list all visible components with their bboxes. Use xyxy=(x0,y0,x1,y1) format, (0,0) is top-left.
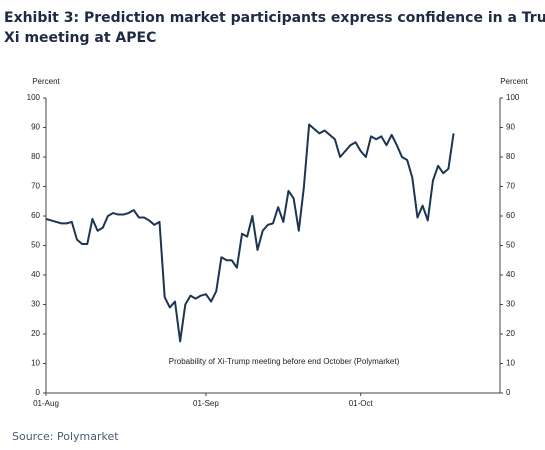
y2-tick-label: 40 xyxy=(506,270,515,279)
y-tick-label: 20 xyxy=(31,329,40,338)
y-axis-label: Percent xyxy=(32,77,60,86)
y2-tick-label: 20 xyxy=(506,329,515,338)
y-tick-label: 90 xyxy=(31,123,40,132)
y2-tick-label: 50 xyxy=(506,241,515,250)
x-tick-label: 01-Oct xyxy=(349,399,374,408)
y2-axis-label: Percent xyxy=(500,77,528,86)
y-tick-label: 50 xyxy=(31,241,40,250)
y2-tick-label: 80 xyxy=(506,152,515,161)
y2-tick-label: 60 xyxy=(506,211,515,220)
source: Source: Polymarket xyxy=(12,430,119,443)
y-tick-label: 30 xyxy=(31,300,40,309)
y2-tick-label: 90 xyxy=(506,123,515,132)
y-tick-label: 100 xyxy=(27,93,41,102)
y-tick-label: 70 xyxy=(31,182,40,191)
chart-title: Exhibit 3: Prediction market participant… xyxy=(4,10,545,46)
y2-tick-label: 0 xyxy=(506,388,511,397)
y2-tick-label: 70 xyxy=(506,182,515,191)
y-tick-label: 40 xyxy=(31,270,40,279)
y2-tick-label: 100 xyxy=(506,93,520,102)
annotation: Probability of Xi-Trump meeting before e… xyxy=(169,357,400,366)
y-tick-label: 0 xyxy=(36,388,41,397)
x-tick-label: 01-Aug xyxy=(33,399,59,408)
y-tick-label: 60 xyxy=(31,211,40,220)
y2-tick-label: 30 xyxy=(506,300,515,309)
line-series xyxy=(45,123,455,343)
y2-tick-label: 10 xyxy=(506,359,515,368)
x-tick-label: 01-Sep xyxy=(193,399,219,408)
y-tick-label: 10 xyxy=(31,359,40,368)
y-tick-label: 80 xyxy=(31,152,40,161)
